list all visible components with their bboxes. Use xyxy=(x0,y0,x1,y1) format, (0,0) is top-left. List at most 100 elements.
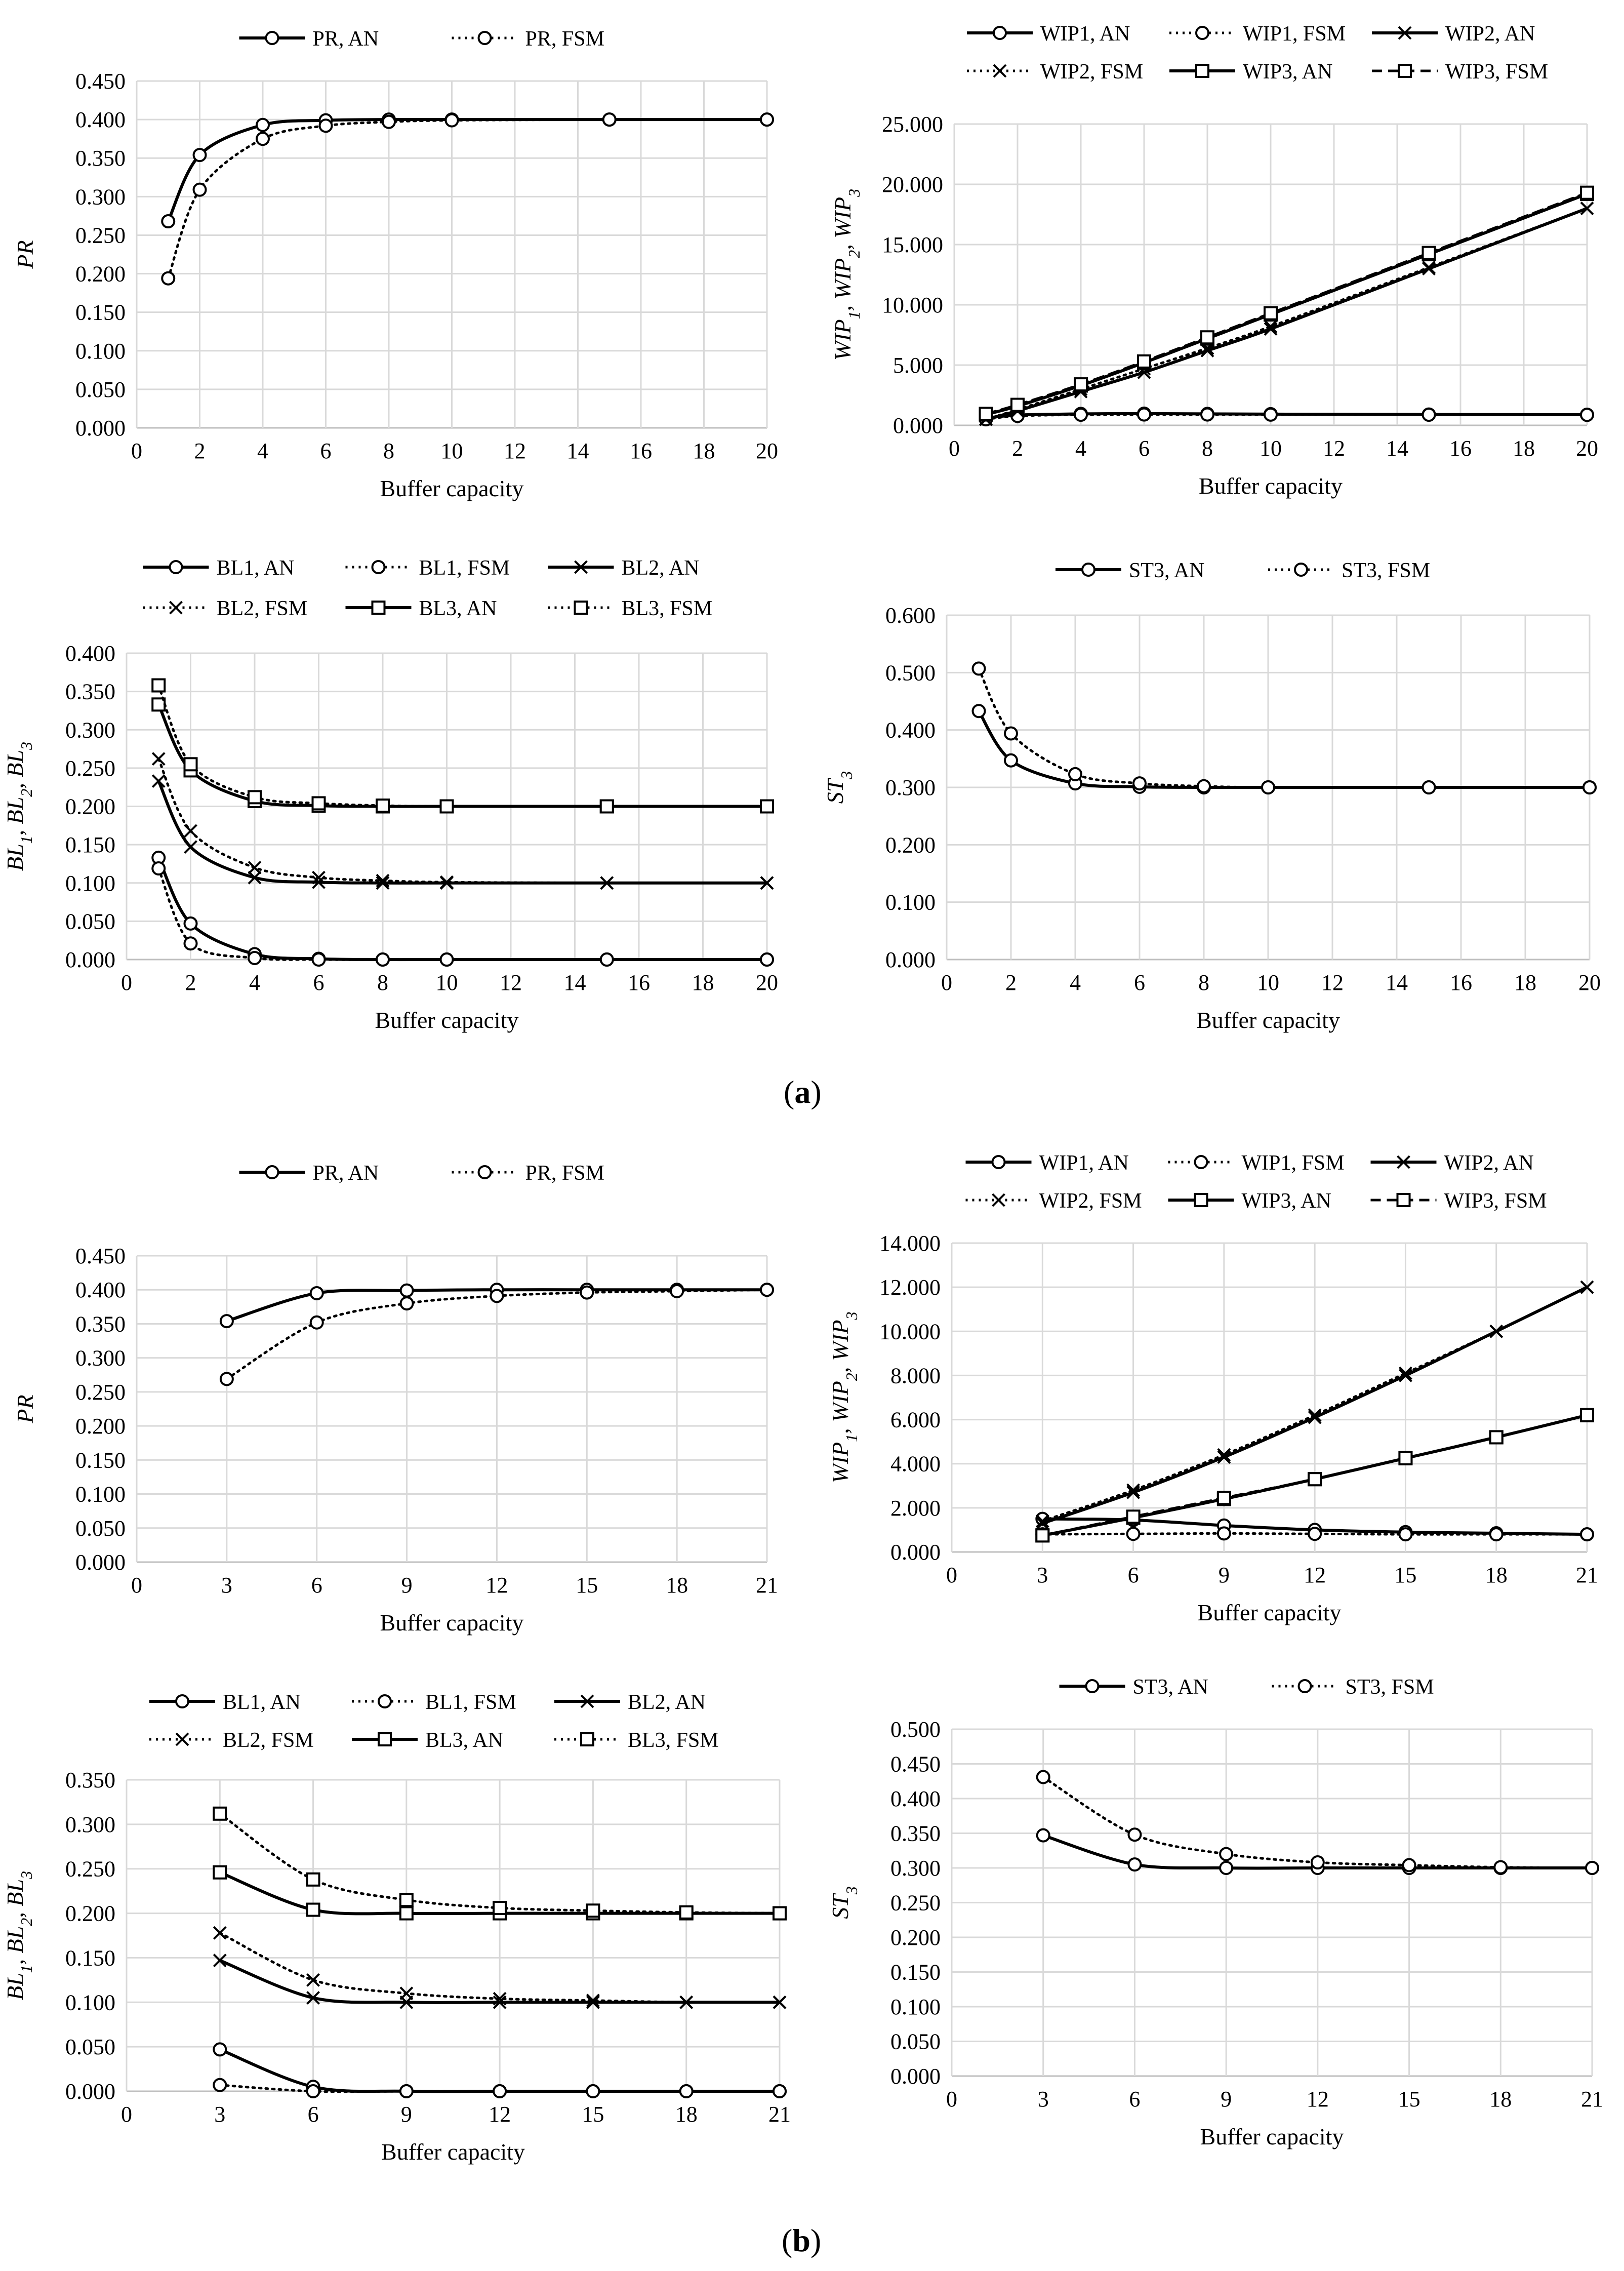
series-bl1-fsm xyxy=(213,2078,787,2098)
y-tick-label: 0.000 xyxy=(890,1540,941,1565)
legend-label: WIP3, FSM xyxy=(1445,60,1548,84)
y-tick-label: 5.000 xyxy=(893,353,943,378)
data-point xyxy=(399,1296,414,1311)
legend-marker xyxy=(1081,563,1095,577)
data-point xyxy=(1422,246,1436,260)
data-point xyxy=(399,1906,414,1921)
data-point xyxy=(1126,1483,1140,1497)
legend-marker xyxy=(1297,1679,1312,1693)
x-tick-label: 0 xyxy=(121,970,132,995)
legend-entry: WIP1, AN xyxy=(965,1151,1129,1175)
data-point xyxy=(1580,185,1594,200)
y-tick-label: 0.350 xyxy=(75,146,126,171)
data-point xyxy=(399,2084,414,2098)
data-point xyxy=(1422,780,1436,794)
data-point xyxy=(1127,1857,1142,1872)
x-axis-title: Buffer capacity xyxy=(380,1610,524,1636)
y-tick-label: 0.500 xyxy=(885,660,936,685)
x-tick-label: 6 xyxy=(1129,2087,1140,2111)
x-tick-label: 0 xyxy=(121,2102,132,2127)
y-tick-label: 0.000 xyxy=(75,416,126,441)
y-axis-title: PR xyxy=(12,240,38,269)
data-point xyxy=(602,112,617,127)
x-tick-label: 2 xyxy=(185,970,196,995)
legend-label: BL1, AN xyxy=(217,556,295,580)
legend-entry: ST3, AN xyxy=(1059,1676,1208,1699)
data-point xyxy=(399,1283,414,1298)
y-tick-label: 0.200 xyxy=(75,262,126,287)
data-point xyxy=(580,1285,594,1300)
x-tick-label: 3 xyxy=(221,1573,232,1598)
legend-marker xyxy=(1195,64,1209,78)
y-axis-title: BL1, BL2, BL3 xyxy=(2,1871,35,2000)
y-tick-label: 0.300 xyxy=(75,184,126,209)
y-tick-label: 0.250 xyxy=(65,756,115,781)
legend-marker xyxy=(1396,1193,1411,1207)
legend-entry: BL1, FSM xyxy=(345,556,510,580)
y-tick-label: 10.000 xyxy=(879,1319,941,1344)
legend-marker xyxy=(175,1732,189,1746)
x-tick-label: 20 xyxy=(756,970,778,995)
x-tick-label: 10 xyxy=(441,439,463,463)
legend-label: ST3, AN xyxy=(1133,1676,1208,1699)
data-point xyxy=(1035,1516,1049,1530)
data-point xyxy=(399,1986,414,2001)
series-pr-fsm xyxy=(219,1283,774,1386)
y-tick-label: 15.000 xyxy=(882,232,943,257)
y-tick-label: 0.350 xyxy=(65,680,115,704)
y-tick-label: 0.200 xyxy=(890,1925,941,1950)
y-tick-label: 0.250 xyxy=(65,1857,115,1882)
legend-entry: WIP2, AN xyxy=(1372,22,1535,46)
legend-marker xyxy=(574,601,588,615)
x-tick-label: 15 xyxy=(1398,2087,1420,2111)
x-tick-label: 6 xyxy=(308,2102,319,2127)
legend-entry: WIP3, AN xyxy=(1169,60,1332,84)
legend-label: BL3, AN xyxy=(425,1729,503,1752)
data-point xyxy=(256,132,270,146)
y-tick-label: 0.300 xyxy=(890,1856,941,1881)
data-point xyxy=(490,1289,504,1303)
data-point xyxy=(1035,1528,1050,1543)
x-tick-label: 9 xyxy=(1219,1563,1230,1587)
chart-a_pr: 0.000 0.050 0.100 0.150 0.200 0.250 0.300 0.350… xyxy=(12,27,778,501)
x-tick-label: 15 xyxy=(582,2102,604,2127)
legend-label: WIP1, FSM xyxy=(1243,22,1346,46)
legend-label: BL3, FSM xyxy=(622,597,713,620)
data-point xyxy=(1010,397,1025,412)
data-point xyxy=(773,1906,787,1921)
data-point xyxy=(1216,1491,1231,1505)
legend-marker xyxy=(574,560,588,574)
y-tick-label: 0.450 xyxy=(75,1244,126,1268)
legend-marker xyxy=(1397,1155,1410,1169)
x-tick-label: 18 xyxy=(1485,1563,1508,1587)
legend-marker xyxy=(371,601,386,615)
data-point xyxy=(1200,330,1214,345)
y-tick-label: 0.150 xyxy=(890,1960,941,1985)
data-point xyxy=(1582,780,1597,794)
x-tick-label: 9 xyxy=(401,2102,412,2127)
y-tick-label: 0.200 xyxy=(885,832,936,857)
data-point xyxy=(760,952,774,967)
legend-entry: WIP3, FSM xyxy=(1372,60,1548,84)
data-point xyxy=(306,1991,320,2005)
data-point xyxy=(183,936,198,951)
data-point xyxy=(213,2078,227,2092)
data-point xyxy=(248,950,262,965)
series-line xyxy=(985,413,1589,421)
panel-label-b-text: b xyxy=(792,2222,810,2258)
data-point xyxy=(599,799,614,814)
series-line xyxy=(985,207,1589,421)
y-tick-label: 14.000 xyxy=(879,1231,941,1256)
data-point xyxy=(586,1995,600,2009)
data-point xyxy=(213,2042,227,2057)
data-point xyxy=(161,214,176,229)
series-wip2-an xyxy=(979,202,1594,426)
legend-entry: WIP1, AN xyxy=(967,22,1130,46)
data-point xyxy=(376,873,390,888)
legend-entry: ST3, FSM xyxy=(1268,559,1430,582)
data-point xyxy=(1308,1472,1322,1487)
data-point xyxy=(1422,260,1436,274)
legend-label: WIP1, AN xyxy=(1039,1151,1129,1175)
